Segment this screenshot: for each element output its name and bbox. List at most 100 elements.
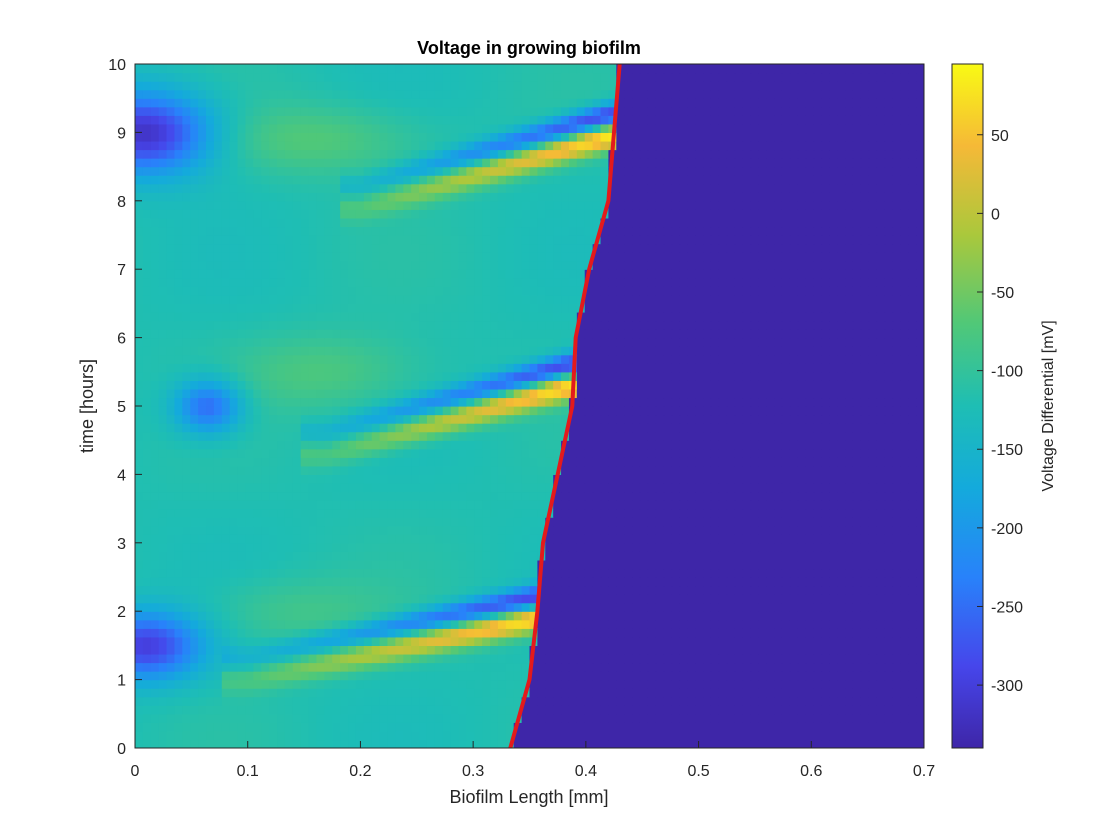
heatmap-cell bbox=[387, 542, 396, 552]
heatmap-cell bbox=[710, 577, 720, 587]
heatmap-cell bbox=[663, 371, 673, 381]
heatmap-cell bbox=[316, 329, 325, 339]
heatmap-cell bbox=[726, 730, 736, 741]
heatmap-cell bbox=[805, 482, 815, 493]
heatmap-cell bbox=[308, 388, 318, 399]
heatmap-cell bbox=[821, 705, 830, 715]
heatmap-cell bbox=[190, 457, 199, 467]
heatmap-cell bbox=[466, 457, 475, 467]
heatmap-cell bbox=[198, 739, 207, 748]
heatmap-cell bbox=[639, 671, 649, 681]
heatmap-cell bbox=[395, 636, 404, 646]
heatmap-cell bbox=[198, 585, 207, 595]
heatmap-cell bbox=[632, 696, 641, 706]
heatmap-cell bbox=[781, 671, 791, 681]
heatmap-cell bbox=[158, 662, 168, 672]
heatmap-cell bbox=[813, 705, 823, 715]
heatmap-cell bbox=[576, 602, 586, 612]
heatmap-cell bbox=[718, 320, 728, 330]
heatmap-cell bbox=[900, 346, 909, 356]
heatmap-cell bbox=[529, 730, 538, 741]
heatmap-cell bbox=[387, 645, 396, 655]
heatmap-cell bbox=[277, 619, 286, 629]
heatmap-cell bbox=[592, 619, 602, 629]
heatmap-cell bbox=[142, 388, 152, 399]
heatmap-cell bbox=[845, 397, 854, 407]
heatmap-cell bbox=[340, 611, 349, 621]
heatmap-cell bbox=[300, 585, 310, 595]
heatmap-cell bbox=[805, 431, 815, 441]
heatmap-cell bbox=[624, 397, 633, 407]
heatmap-cell bbox=[553, 559, 562, 570]
heatmap-cell bbox=[529, 671, 538, 681]
heatmap-cell bbox=[908, 491, 917, 501]
heatmap-cell bbox=[300, 397, 310, 407]
heatmap-cell bbox=[805, 619, 815, 629]
heatmap-cell bbox=[837, 568, 846, 578]
heatmap-cell bbox=[363, 354, 373, 364]
heatmap-cell bbox=[229, 730, 239, 741]
heatmap-cell bbox=[340, 491, 349, 501]
heatmap-cell bbox=[324, 500, 333, 510]
heatmap-cell bbox=[837, 594, 846, 604]
heatmap-cell bbox=[813, 602, 823, 612]
heatmap-cell bbox=[166, 482, 176, 493]
heatmap-cell bbox=[734, 440, 744, 450]
heatmap-cell bbox=[308, 594, 318, 604]
heatmap-cell bbox=[537, 380, 546, 390]
heatmap-cell bbox=[639, 329, 649, 339]
heatmap-cell bbox=[647, 440, 657, 450]
heatmap-cell bbox=[616, 722, 625, 732]
heatmap-cell bbox=[537, 354, 546, 364]
heatmap-cell bbox=[742, 739, 752, 748]
heatmap-cell bbox=[490, 371, 499, 381]
heatmap-cell bbox=[521, 346, 531, 356]
heatmap-cell bbox=[703, 653, 712, 664]
heatmap-cell bbox=[592, 371, 602, 381]
heatmap-cell bbox=[450, 679, 460, 689]
heatmap-cell bbox=[269, 474, 278, 484]
heatmap-cell bbox=[639, 423, 649, 433]
heatmap-cell bbox=[206, 448, 215, 458]
heatmap-cell bbox=[355, 508, 365, 518]
heatmap-cell bbox=[395, 380, 404, 390]
heatmap-cell bbox=[553, 414, 562, 424]
heatmap-cell bbox=[206, 585, 215, 595]
heatmap-cell bbox=[300, 577, 310, 587]
heatmap-cell bbox=[316, 517, 325, 527]
heatmap-cell bbox=[182, 688, 191, 698]
heatmap-cell bbox=[490, 508, 499, 518]
heatmap-cell bbox=[213, 653, 223, 664]
heatmap-cell bbox=[813, 337, 823, 347]
heatmap-cell bbox=[671, 611, 681, 621]
heatmap-cell bbox=[308, 406, 318, 416]
heatmap-cell bbox=[789, 474, 799, 484]
heatmap-cell bbox=[363, 423, 373, 433]
heatmap-cell bbox=[703, 491, 712, 501]
heatmap-cell bbox=[608, 388, 617, 399]
heatmap-cell bbox=[624, 551, 633, 561]
heatmap-cell bbox=[687, 397, 696, 407]
heatmap-cell bbox=[340, 619, 349, 629]
heatmap-cell bbox=[198, 363, 207, 373]
heatmap-cell bbox=[916, 602, 924, 612]
heatmap-cell bbox=[237, 508, 247, 518]
heatmap-cell bbox=[774, 508, 783, 518]
heatmap-cell bbox=[174, 482, 183, 493]
heatmap-cell bbox=[300, 705, 310, 715]
heatmap-cell bbox=[497, 551, 507, 561]
heatmap-cell bbox=[253, 346, 262, 356]
heatmap-cell bbox=[639, 739, 649, 748]
heatmap-cell bbox=[852, 329, 862, 339]
heatmap-cell bbox=[521, 713, 531, 723]
heatmap-cell bbox=[813, 594, 823, 604]
heatmap-cell bbox=[142, 337, 152, 347]
heatmap-cell bbox=[198, 628, 207, 638]
heatmap-cell bbox=[829, 568, 838, 578]
heatmap-cell bbox=[166, 388, 176, 399]
heatmap-cell bbox=[277, 500, 286, 510]
heatmap-cell bbox=[592, 577, 602, 587]
heatmap-cell bbox=[774, 371, 783, 381]
heatmap-cell bbox=[671, 371, 681, 381]
heatmap-cell bbox=[458, 645, 467, 655]
